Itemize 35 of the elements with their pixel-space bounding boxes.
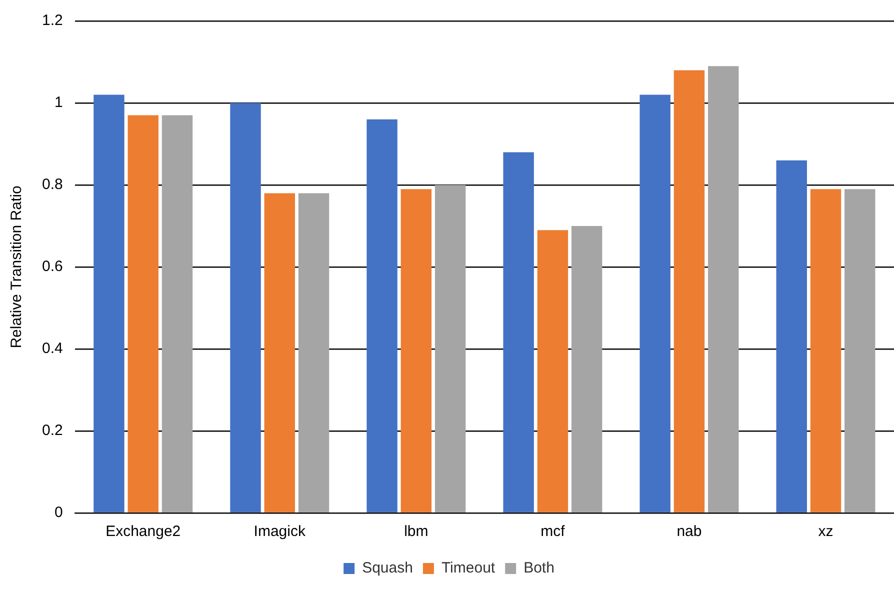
bar: [400, 189, 432, 512]
bar: [264, 193, 295, 512]
y-tick-label: 1: [54, 94, 63, 112]
y-tick-label: 0.2: [42, 422, 63, 440]
legend-label: Squash: [362, 560, 413, 577]
y-tick-label: 0.4: [42, 340, 63, 358]
bar: [503, 152, 534, 512]
y-tick-label: 0.6: [42, 258, 63, 276]
legend-label: Both: [524, 560, 554, 577]
bar: [298, 193, 330, 512]
x-tick-label: nab: [676, 523, 702, 540]
bar: [230, 103, 261, 512]
x-tick-label: Exchange2: [106, 523, 181, 540]
bar: [810, 189, 842, 512]
x-tick-label: lbm: [404, 523, 428, 540]
x-tick-label: Imagick: [254, 523, 306, 540]
bar: [366, 119, 398, 512]
bar: [94, 94, 124, 512]
bar: [571, 226, 602, 512]
y-axis-title: Relative Transition Ratio: [8, 186, 26, 348]
bar: [434, 185, 466, 512]
x-tick-label: xz: [818, 523, 834, 540]
bar: [128, 115, 158, 512]
y-tick-label: 0: [54, 504, 63, 522]
x-tick-label: mcf: [540, 523, 566, 540]
bar: [674, 70, 705, 512]
bar: [776, 160, 807, 512]
y-tick-label: 0.8: [42, 176, 63, 194]
bar: [640, 94, 670, 512]
bar: [537, 230, 568, 512]
legend-label: Timeout: [441, 560, 496, 577]
bar: [844, 189, 876, 512]
y-tick-label: 1.2: [42, 12, 63, 30]
bar: [162, 115, 193, 512]
bar: [708, 66, 739, 512]
